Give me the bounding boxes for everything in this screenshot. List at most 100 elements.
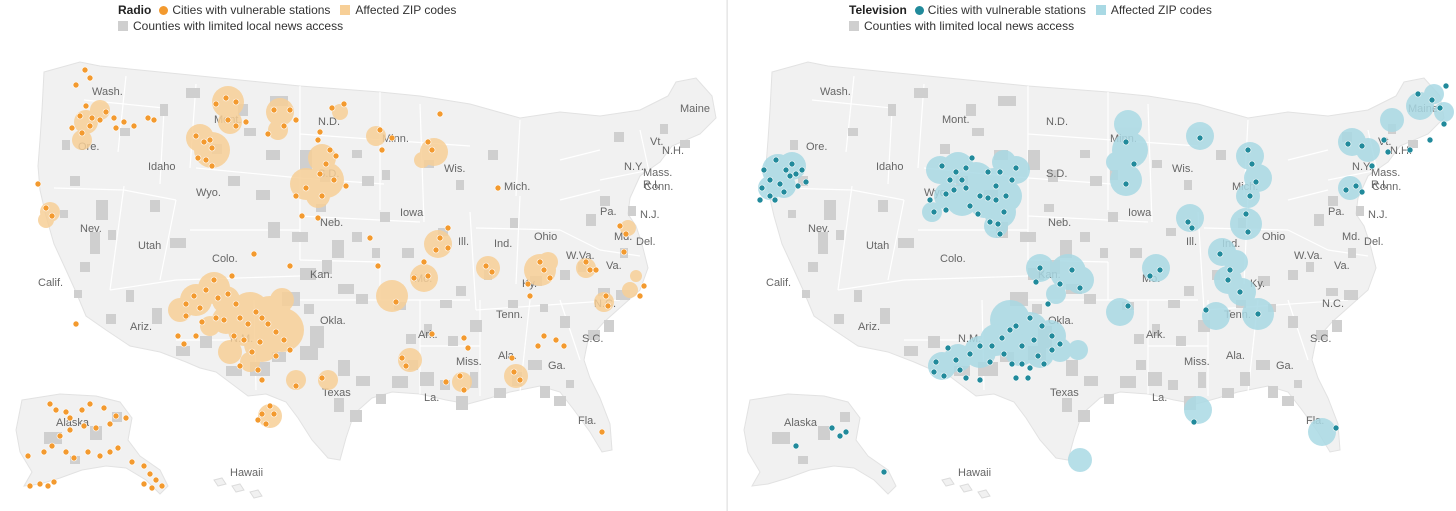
limited-county-area [1066,360,1078,376]
state-border [559,189,601,201]
vulnerable-station-city-dot [1246,192,1254,200]
state-border [837,185,853,291]
vulnerable-station-city-dot [464,344,472,352]
vulnerable-station-city-dot [996,230,1004,238]
vulnerable-station-city-dot [1368,162,1376,170]
limited-county-area [998,96,1016,106]
vulnerable-station-city-dot [106,420,114,428]
teal-square-icon [1095,5,1106,15]
affected-zip-area [212,86,244,118]
vulnerable-station-city-dot [244,320,252,328]
state-label: Miss. [1184,356,1210,368]
state-border [1287,299,1309,361]
state-label: Alaska [784,417,818,429]
vulnerable-station-city-dot [786,172,794,180]
limited-county-area [60,210,68,218]
state-border [195,167,301,179]
vulnerable-station-city-dot [24,452,32,460]
vulnerable-station-city-dot [1254,310,1262,318]
vulnerable-station-city-dot [932,358,940,366]
vulnerable-station-city-dot [248,348,256,356]
vulnerable-station-city-dot [760,166,768,174]
limited-county-area [304,304,314,314]
limited-county-area [424,324,432,336]
vulnerable-station-city-dot [984,194,992,202]
vulnerable-station-city-dot [1352,182,1360,190]
vulnerable-station-city-dot [756,196,764,204]
vulnerable-station-city-dot [80,422,88,430]
state-border [837,279,905,291]
limited-county-area [1306,262,1314,272]
vulnerable-station-city-dot [598,428,606,436]
limited-county-area [1184,180,1192,190]
vulnerable-station-city-dot [592,266,600,274]
vulnerable-station-city-dot [536,258,544,266]
vulnerable-station-city-dot [992,196,1000,204]
affected-zip-area [1046,284,1066,304]
vulnerable-station-city-dot [330,176,338,184]
vulnerable-station-city-dot [286,346,294,354]
limited-county-area [888,104,896,116]
state-label: Mont. [942,114,970,126]
vulnerable-station-city-dot [322,160,330,168]
affected-zip-area [1184,396,1212,424]
vulnerable-station-city-dot [82,102,90,110]
vulnerable-station-city-dot [640,282,648,290]
limited-county-area [928,336,940,348]
state-label: Ill. [458,236,469,248]
vulnerable-station-city-dot [1026,314,1034,322]
state-label: Nev. [80,223,102,235]
state-border [639,129,651,177]
vulnerable-station-city-dot [224,290,232,298]
vulnerable-station-city-dot [232,98,240,106]
limited-county-area [1222,388,1234,398]
vulnerable-station-city-dot [1012,322,1020,330]
vulnerable-station-city-dot [794,182,802,190]
limited-county-area [392,376,408,388]
vulnerable-station-city-dot [250,250,258,258]
state-label: R.I. [643,179,660,191]
vulnerable-station-city-dot [258,410,266,418]
vulnerable-station-city-dot [110,114,118,122]
limited-county-area [808,262,818,272]
affected-zip-area [1068,340,1088,360]
vulnerable-station-city-dot [540,266,548,274]
affected-zip-area [1176,204,1204,232]
state-label: S.C. [1310,333,1331,345]
vulnerable-station-city-dot [140,480,148,488]
limited-county-area [1166,228,1176,236]
vulnerable-station-city-dot [1008,360,1016,368]
affected-zip-area [240,352,260,372]
limited-county-area [1130,248,1142,258]
radio-city-dots [24,66,648,492]
state-label: Ore. [806,141,827,153]
limited-county-area [1240,372,1250,386]
limited-county-area [1148,372,1162,386]
vulnerable-station-city-dot [78,406,86,414]
vulnerable-station-city-dot [526,292,534,300]
vulnerable-station-city-dot [1342,186,1350,194]
limited-county-area [772,432,790,444]
vulnerable-station-city-dot [388,134,396,142]
vulnerable-station-city-dot [270,410,278,418]
vulnerable-station-city-dot [976,342,984,350]
vulnerable-station-city-dot [402,362,410,370]
state-border [559,229,601,251]
limited-county-area [470,320,482,332]
limited-county-area [880,308,890,324]
vulnerable-station-city-dot [842,428,850,436]
vulnerable-station-city-dot [420,258,428,266]
limited-county-area [176,346,190,356]
state-label: Fla. [578,415,596,427]
vulnerable-station-city-dot [508,354,516,362]
limited-county-area [802,290,810,298]
affected-zip-area [1338,176,1362,200]
limited-county-area [456,180,464,190]
vulnerable-station-city-dot [1000,350,1008,358]
state-border [1287,149,1329,161]
limited-county-area [628,206,636,216]
affected-zip-area [1236,142,1264,170]
vulnerable-station-city-dot [198,318,206,326]
limited-county-area [1216,150,1226,160]
affected-zip-area [1434,102,1454,122]
